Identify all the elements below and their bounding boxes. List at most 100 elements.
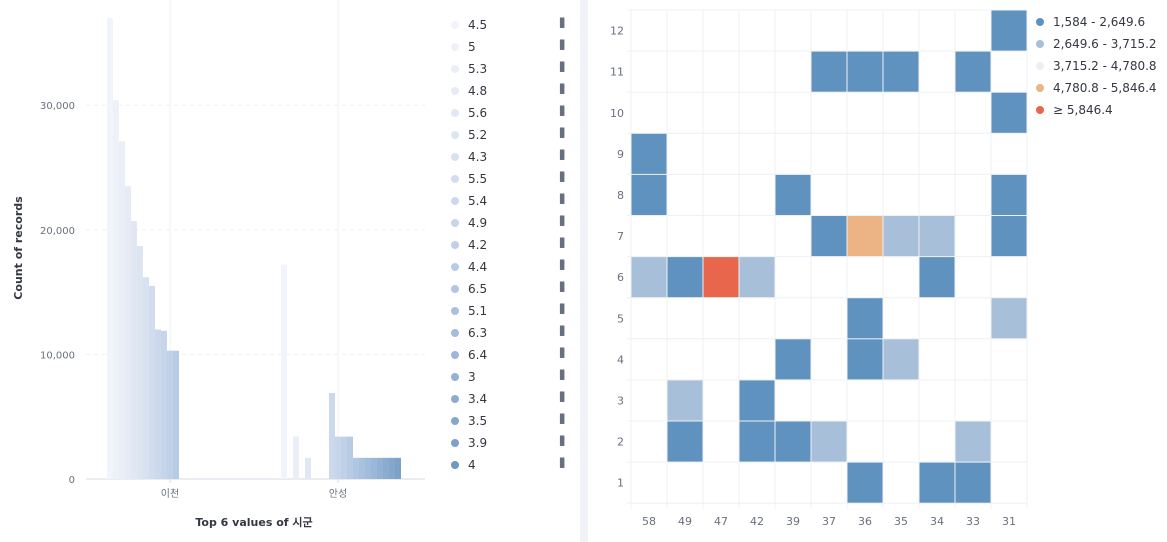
heatmap-cell[interactable] — [847, 298, 883, 339]
vertical-dots-icon[interactable]: ▪ ▪ ▪ — [559, 433, 566, 449]
heatmap-cell[interactable] — [631, 257, 667, 298]
heatmap-cell[interactable] — [667, 257, 703, 298]
bar[interactable] — [155, 329, 161, 479]
vertical-dots-icon[interactable]: ▪ ▪ ▪ — [559, 389, 566, 405]
heatmap-cell[interactable] — [919, 257, 955, 298]
heatmap-cell[interactable] — [631, 133, 667, 174]
legend-item[interactable]: 4.2 — [451, 235, 487, 255]
heatmap-cell[interactable] — [919, 216, 955, 257]
heatmap-cell[interactable] — [847, 216, 883, 257]
vertical-dots-icon[interactable]: ▪ ▪ ▪ — [559, 257, 566, 273]
vertical-dots-icon[interactable]: ▪ ▪ ▪ — [559, 455, 566, 471]
legend-item[interactable]: 4.4 — [451, 257, 487, 277]
bar[interactable] — [293, 436, 299, 479]
legend-item[interactable]: 3.9 — [451, 433, 487, 453]
legend-item[interactable]: 4.8 — [451, 81, 487, 101]
heatmap-cell[interactable] — [739, 421, 775, 462]
heatmap-cell[interactable] — [883, 51, 919, 92]
bar[interactable] — [365, 457, 371, 479]
heatmap-cell[interactable] — [991, 298, 1027, 339]
heatmap-cell[interactable] — [955, 462, 991, 503]
vertical-dots-icon[interactable]: ▪ ▪ ▪ — [559, 125, 566, 141]
legend-item[interactable]: 4.9 — [451, 213, 487, 233]
legend-item[interactable]: 5.6 — [451, 103, 487, 123]
vertical-dots-icon[interactable]: ▪ ▪ ▪ — [559, 103, 566, 119]
vertical-dots-icon[interactable]: ▪ ▪ ▪ — [559, 147, 566, 163]
heatmap-cell[interactable] — [883, 339, 919, 380]
bar[interactable] — [161, 330, 167, 479]
legend-item[interactable]: 3,715.2 - 4,780.8 — [1036, 56, 1157, 76]
bar[interactable] — [335, 436, 341, 479]
heatmap-cell[interactable] — [811, 216, 847, 257]
legend-item[interactable]: 1,584 - 2,649.6 — [1036, 12, 1145, 32]
bar[interactable] — [149, 285, 155, 479]
legend-item[interactable]: 5.5 — [451, 169, 487, 189]
legend-item[interactable]: 3 — [451, 367, 476, 387]
legend-item[interactable]: 5 — [451, 37, 476, 57]
vertical-dots-icon[interactable]: ▪ ▪ ▪ — [559, 323, 566, 339]
legend-item[interactable]: 4.3 — [451, 147, 487, 167]
heatmap-cell[interactable] — [847, 339, 883, 380]
heatmap-cell[interactable] — [667, 380, 703, 421]
vertical-dots-icon[interactable]: ▪ ▪ ▪ — [559, 367, 566, 383]
vertical-dots-icon[interactable]: ▪ ▪ ▪ — [559, 37, 566, 53]
heatmap-cell[interactable] — [703, 257, 739, 298]
bar[interactable] — [395, 457, 401, 479]
vertical-dots-icon[interactable]: ▪ ▪ ▪ — [559, 169, 566, 185]
heatmap-cell[interactable] — [775, 174, 811, 215]
bar[interactable] — [347, 436, 353, 479]
heatmap-cell[interactable] — [739, 380, 775, 421]
legend-item[interactable]: 6.4 — [451, 345, 487, 365]
legend-item[interactable]: 6.3 — [451, 323, 487, 343]
bar[interactable] — [119, 141, 125, 480]
vertical-dots-icon[interactable]: ▪ ▪ ▪ — [559, 279, 566, 295]
bar[interactable] — [125, 186, 131, 479]
legend-item[interactable]: 4,780.8 - 5,846.4 — [1036, 78, 1157, 98]
legend-item[interactable]: ≥ 5,846.4 — [1036, 100, 1113, 120]
vertical-dots-icon[interactable]: ▪ ▪ ▪ — [559, 235, 566, 251]
heatmap-cell[interactable] — [811, 421, 847, 462]
legend-item[interactable]: 5.4 — [451, 191, 487, 211]
bar[interactable] — [389, 457, 395, 479]
heatmap-cell[interactable] — [847, 462, 883, 503]
bar[interactable] — [173, 350, 179, 479]
bar[interactable] — [305, 457, 311, 479]
bar[interactable] — [143, 277, 149, 479]
legend-item[interactable]: 3.4 — [451, 389, 487, 409]
heatmap-cell[interactable] — [775, 421, 811, 462]
bar[interactable] — [107, 18, 113, 479]
bar[interactable] — [383, 457, 389, 479]
vertical-dots-icon[interactable]: ▪ ▪ ▪ — [559, 15, 566, 31]
legend-item[interactable]: 5.3 — [451, 59, 487, 79]
legend-item[interactable]: 5.2 — [451, 125, 487, 145]
bar[interactable] — [377, 457, 383, 479]
bar[interactable] — [167, 350, 173, 479]
vertical-dots-icon[interactable]: ▪ ▪ ▪ — [559, 81, 566, 97]
heatmap-cell[interactable] — [631, 174, 667, 215]
vertical-dots-icon[interactable]: ▪ ▪ ▪ — [559, 191, 566, 207]
legend-item[interactable]: 2,649.6 - 3,715.2 — [1036, 34, 1157, 54]
heatmap-cell[interactable] — [955, 421, 991, 462]
bar[interactable] — [131, 221, 137, 480]
legend-item[interactable]: 3.5 — [451, 411, 487, 431]
bar[interactable] — [329, 393, 335, 479]
heatmap-cell[interactable] — [847, 51, 883, 92]
legend-item[interactable]: 4 — [451, 455, 476, 475]
heatmap-cell[interactable] — [991, 10, 1027, 51]
heatmap-cell[interactable] — [919, 462, 955, 503]
heatmap-cell[interactable] — [991, 92, 1027, 133]
heatmap-cell[interactable] — [991, 216, 1027, 257]
vertical-dots-icon[interactable]: ▪ ▪ ▪ — [559, 59, 566, 75]
heatmap-cell[interactable] — [991, 174, 1027, 215]
heatmap-cell[interactable] — [883, 216, 919, 257]
heatmap-cell[interactable] — [739, 257, 775, 298]
legend-item[interactable]: 5.1 — [451, 301, 487, 321]
bar[interactable] — [371, 457, 377, 479]
bar[interactable] — [359, 457, 365, 479]
heatmap-cell[interactable] — [775, 339, 811, 380]
legend-item[interactable]: 4.5 — [451, 15, 487, 35]
heatmap-cell[interactable] — [667, 421, 703, 462]
legend-item[interactable]: 6.5 — [451, 279, 487, 299]
bar[interactable] — [353, 457, 359, 479]
bar[interactable] — [113, 100, 119, 480]
